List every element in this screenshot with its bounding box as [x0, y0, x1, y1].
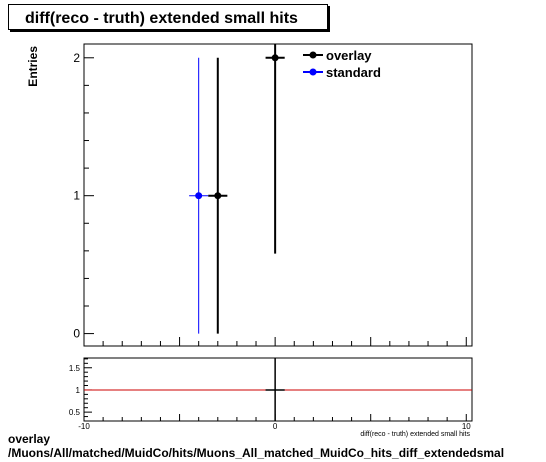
y-axis-label: Entries	[26, 46, 40, 87]
legend-label: standard	[326, 65, 381, 80]
legend-marker	[309, 68, 317, 76]
data-point	[195, 192, 203, 200]
ratio-y-tick-label: 0.5	[69, 408, 81, 417]
ratio-x-tick-label: 0	[273, 422, 278, 431]
footer-line-2: /Muons/All/matched/MuidCo/hits/Muons_All…	[8, 446, 505, 460]
data-point	[271, 54, 279, 62]
x-axis-label: diff(reco - truth) extended small hits	[360, 431, 470, 438]
y-tick-label: 2	[73, 51, 80, 65]
ratio-x-tick-label: -10	[78, 422, 90, 431]
data-point	[214, 192, 222, 200]
ratio-y-tick-label: 1.5	[69, 364, 81, 373]
y-tick-label: 1	[73, 189, 80, 203]
y-tick-label: 0	[73, 327, 80, 341]
main-frame	[83, 43, 473, 347]
ratio-panel: 0.5 1 1.5 -10 0 10 diff(reco - truth) extend…	[69, 357, 473, 438]
ratio-data-marks	[84, 358, 472, 421]
ratio-x-tick-label: 10	[462, 422, 471, 431]
main-y-axis: 0 1 2	[73, 51, 94, 341]
main-data-marks	[189, 44, 285, 334]
chart-title: diff(reco - truth) extended small hits	[25, 10, 298, 27]
legend-marker	[309, 51, 317, 59]
legend: overlay standard	[303, 48, 381, 80]
main-panel: 0 1 2 Entries overlay standard	[26, 43, 473, 347]
footer-line-1: overlay	[8, 432, 51, 446]
ratio-x-axis: -10 0 10	[78, 414, 471, 431]
legend-label: overlay	[326, 48, 372, 63]
ratio-y-tick-label: 1	[76, 386, 81, 395]
main-x-axis	[83, 337, 467, 346]
title-box: diff(reco - truth) extended small hits	[8, 4, 328, 30]
